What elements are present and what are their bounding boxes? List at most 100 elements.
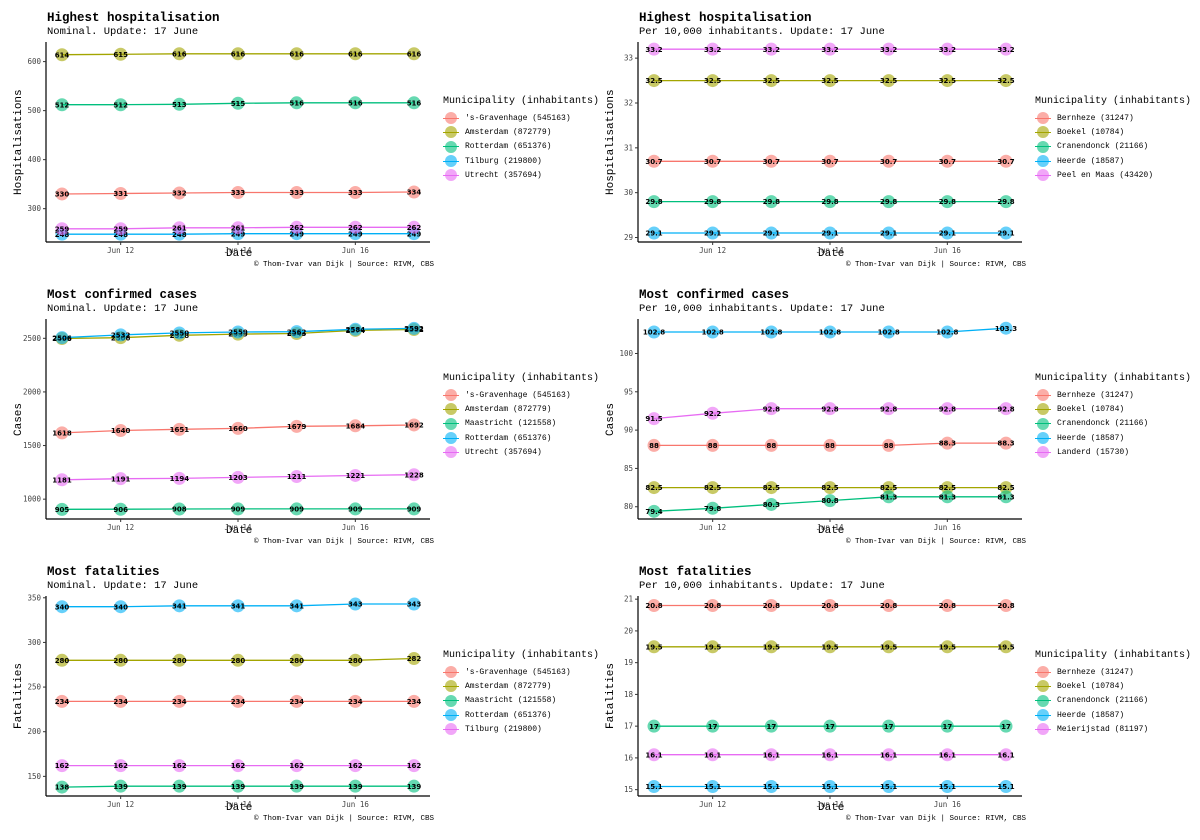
data-label: 88 (766, 442, 776, 450)
y-tick-label: 1500 (23, 441, 42, 450)
y-tick-label: 2000 (23, 387, 42, 396)
chart-subtitle: Nominal. Update: 17 June (47, 303, 199, 315)
legend-key-dot (445, 417, 457, 430)
data-point (114, 694, 128, 708)
data-point (55, 653, 69, 667)
data-point (823, 325, 837, 339)
data-label: 32.5 (880, 77, 897, 85)
data-point (231, 599, 245, 613)
chart-panel-4: Most confirmed cases Per 10,000 inhabitan… (592, 277, 1192, 557)
legend-item: Heerde (18587) (1035, 708, 1191, 722)
data-label: 81.3 (880, 493, 897, 501)
chart-svg: 29 30 31 32 33 Jun 12 Jun 14 Jun 16 30.7 30.7 30.7… (624, 42, 1022, 255)
data-label: 82.5 (763, 484, 780, 492)
data-point (823, 42, 837, 56)
data-label: 615 (113, 51, 128, 59)
data-label: 282 (407, 655, 422, 663)
data-label: 162 (172, 762, 187, 770)
data-point (290, 325, 304, 339)
source-caption: © Thom-Ivar van Dijk | Source: RIVM, CBS (254, 815, 435, 823)
legend-item: 's-Gravenhage (545163) (443, 388, 599, 402)
data-label: 102.8 (819, 329, 841, 337)
data-point (999, 748, 1013, 762)
data-label: 79.8 (704, 505, 721, 513)
data-point (823, 74, 837, 88)
data-label: 102.8 (760, 329, 782, 337)
data-point (999, 195, 1013, 209)
data-point (882, 42, 896, 56)
data-label: 333 (231, 189, 246, 197)
data-label: 19.5 (880, 643, 897, 651)
legend-key-icon (1035, 169, 1051, 182)
data-point (764, 481, 778, 495)
data-label: 139 (348, 783, 363, 791)
data-point (999, 779, 1013, 793)
chart-svg: 15 16 17 18 19 20 21 Jun 12 Jun 14 Jun 16 20.8 20.8… (624, 595, 1022, 809)
legend-label: Amsterdam (872779) (465, 404, 552, 414)
data-label: 249 (289, 230, 304, 238)
legend-item: Boekel (10784) (1035, 679, 1191, 693)
data-label: 33.2 (939, 46, 956, 54)
data-label: 280 (113, 657, 128, 665)
legend-key-dot (1037, 432, 1049, 445)
legend: Municipality (inhabitants) Bernheze (3124… (1035, 96, 1191, 182)
data-point (764, 438, 778, 452)
data-label: 280 (231, 657, 246, 665)
chart-svg: 80 85 90 95 100 Jun 12 Jun 14 Jun 16 88 88 88 88 88 8… (619, 319, 1022, 532)
data-point (940, 748, 954, 762)
legend-key-icon (443, 140, 459, 153)
data-label: 88 (649, 442, 659, 450)
data-label: 30.7 (997, 158, 1014, 166)
data-label: 20.8 (939, 602, 956, 610)
x-tick-label: Jun 16 (342, 523, 370, 532)
legend-item: Maastricht (121558) (443, 694, 599, 708)
data-point (407, 502, 421, 516)
legend-key-icon (443, 417, 459, 430)
legend-item: Rotterdam (651376) (443, 431, 599, 445)
y-tick-label: 20 (624, 626, 634, 635)
data-point (348, 47, 362, 61)
data-point (764, 42, 778, 56)
y-tick-label: 150 (27, 772, 41, 781)
data-point (940, 490, 954, 504)
data-label: 2592 (404, 325, 424, 333)
data-label: 19.5 (821, 643, 838, 651)
data-point (231, 47, 245, 61)
data-label: 513 (172, 101, 187, 109)
legend-key-icon (1035, 709, 1051, 722)
data-label: 162 (348, 762, 363, 770)
legend-key-icon (1035, 112, 1051, 125)
legend-item: Amsterdam (872779) (443, 679, 599, 693)
data-label: 515 (231, 100, 246, 108)
data-label: 17 (884, 723, 894, 731)
data-point (706, 719, 720, 733)
data-point (882, 438, 896, 452)
data-point (706, 406, 720, 420)
legend: Municipality (inhabitants) 's-Gravenhage … (443, 650, 599, 736)
data-point (231, 221, 245, 235)
legend-label: Maastricht (121558) (465, 419, 557, 429)
chart-subtitle: Nominal. Update: 17 June (47, 580, 199, 592)
legend-key-icon (1035, 432, 1051, 445)
y-tick-label: 21 (624, 595, 633, 604)
data-point (647, 195, 661, 209)
data-label: 82.5 (939, 484, 956, 492)
data-point (55, 600, 69, 614)
data-point (764, 719, 778, 733)
data-point (407, 321, 421, 335)
x-tick-label: Jun 12 (107, 523, 134, 532)
x-tick-label: Jun 12 (107, 800, 134, 809)
y-tick-label: 19 (624, 658, 633, 667)
x-axis-label: Date (818, 802, 845, 814)
legend-label: Bernheze (31247) (1057, 390, 1134, 400)
legend: Municipality (inhabitants) 's-Gravenhage … (443, 373, 599, 459)
legend-key-dot (1037, 126, 1049, 139)
data-label: 261 (172, 224, 187, 232)
data-label: 162 (113, 762, 128, 770)
data-label: 19.5 (997, 643, 1014, 651)
data-point (290, 96, 304, 110)
data-label: 616 (172, 50, 187, 58)
data-label: 234 (113, 698, 128, 706)
x-tick-label: Jun 14 (224, 800, 252, 809)
legend-label: Boekel (10784) (1057, 127, 1125, 137)
